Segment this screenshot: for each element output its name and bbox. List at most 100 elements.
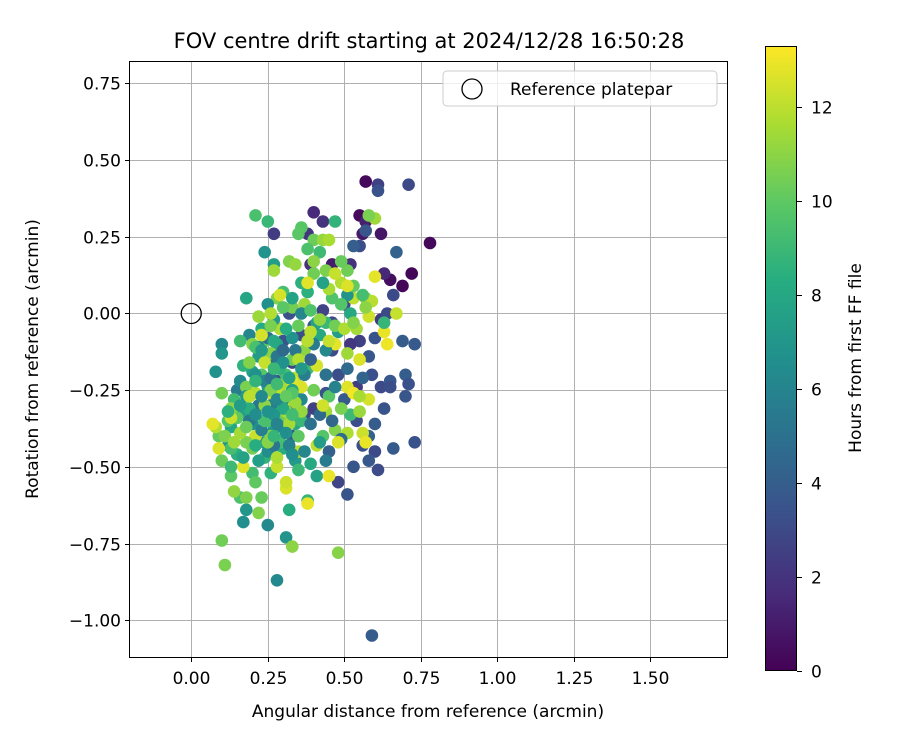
data-point	[215, 386, 229, 400]
grid	[130, 62, 727, 657]
data-point	[307, 255, 321, 268]
data-point	[215, 454, 229, 468]
data-point	[322, 469, 336, 483]
data-point	[240, 420, 253, 434]
data-point	[240, 491, 253, 504]
data-point	[282, 503, 296, 517]
data-point	[319, 368, 333, 382]
data-point	[249, 374, 262, 388]
x-tick-label: 0.75	[403, 669, 441, 689]
data-point	[322, 334, 336, 348]
data-point	[252, 310, 265, 323]
data-point	[261, 518, 275, 532]
data-point	[316, 399, 330, 412]
colorbar-ticks: 0 2 4 6 8 10 12	[797, 99, 833, 683]
y-tick-label: −1.00	[69, 612, 121, 632]
data-point	[328, 380, 342, 394]
x-axis-label: Angular distance from reference (arcmin)	[252, 702, 604, 722]
data-point	[322, 233, 336, 247]
y-tick-label: −0.50	[69, 459, 121, 479]
data-point	[325, 414, 339, 428]
data-point	[279, 426, 293, 440]
data-point	[359, 436, 373, 449]
data-point	[240, 291, 253, 305]
data-point	[267, 264, 281, 277]
data-point	[279, 475, 293, 489]
y-tick-label: 0.25	[83, 229, 121, 249]
data-points	[180, 175, 437, 642]
data-point	[368, 270, 382, 284]
data-point	[270, 460, 284, 474]
data-point	[331, 436, 345, 449]
colorbar-label: Hours from first FF file	[846, 263, 866, 453]
data-point	[255, 328, 268, 342]
data-point	[374, 380, 388, 394]
data-point	[292, 429, 305, 443]
data-point	[237, 451, 250, 464]
data-point	[347, 239, 360, 253]
data-point	[313, 436, 327, 449]
data-point	[304, 304, 317, 317]
data-point	[264, 319, 278, 333]
x-tick-label: 1.50	[632, 669, 670, 689]
data-point	[371, 463, 385, 477]
data-point	[267, 429, 281, 443]
data-point	[264, 307, 278, 320]
y-tick-label: −0.75	[69, 536, 121, 556]
x-axis-ticks: 0.00 0.25 0.50 0.75 1.00 1.25 1.50	[173, 657, 670, 689]
colorbar-tick-label: 6	[811, 381, 822, 401]
data-point	[380, 337, 394, 351]
data-point	[255, 491, 268, 504]
data-point	[249, 439, 262, 452]
data-point	[390, 245, 403, 259]
data-point	[423, 236, 437, 250]
data-point	[359, 175, 373, 188]
data-point	[286, 301, 299, 314]
data-point	[396, 279, 409, 293]
y-tick-label: −0.25	[69, 382, 121, 402]
data-point	[341, 347, 354, 360]
data-point	[292, 319, 305, 333]
data-point	[218, 429, 232, 443]
data-point	[270, 417, 284, 431]
data-point	[368, 331, 382, 345]
data-point	[356, 288, 370, 302]
data-point	[353, 353, 366, 366]
data-point	[249, 408, 262, 422]
data-point	[286, 291, 299, 305]
data-point	[402, 377, 415, 391]
data-point	[267, 362, 281, 376]
data-point	[334, 298, 348, 311]
data-point	[353, 390, 366, 403]
data-point	[362, 209, 376, 222]
data-point	[377, 316, 391, 330]
data-point	[316, 276, 330, 290]
data-point	[331, 546, 345, 559]
data-point	[301, 276, 314, 290]
data-point	[240, 503, 253, 517]
data-point	[227, 485, 241, 498]
chart-title: FOV centre drift starting at 2024/12/28 …	[174, 29, 685, 53]
data-point	[282, 371, 296, 385]
data-point	[402, 178, 415, 191]
data-point	[341, 264, 354, 277]
data-point	[328, 215, 342, 228]
x-tick-label: 0.00	[173, 669, 211, 689]
colorbar: 0 2 4 6 8 10 12 Hours from first FF file	[765, 46, 866, 683]
data-point	[227, 436, 241, 449]
data-point	[301, 242, 314, 256]
data-point	[307, 233, 321, 247]
colorbar-tick-label: 8	[811, 287, 822, 307]
data-point	[209, 365, 222, 379]
data-point	[368, 417, 382, 431]
data-point	[243, 356, 256, 369]
data-point	[304, 417, 317, 431]
x-tick-label: 1.00	[479, 669, 517, 689]
data-point	[292, 227, 305, 241]
legend-entry-reference-platepar: Reference platepar	[510, 80, 672, 100]
colorbar-tick-label: 4	[811, 475, 822, 495]
data-point	[289, 258, 302, 271]
data-point	[261, 215, 275, 228]
data-point	[374, 227, 388, 241]
data-point	[301, 497, 314, 510]
